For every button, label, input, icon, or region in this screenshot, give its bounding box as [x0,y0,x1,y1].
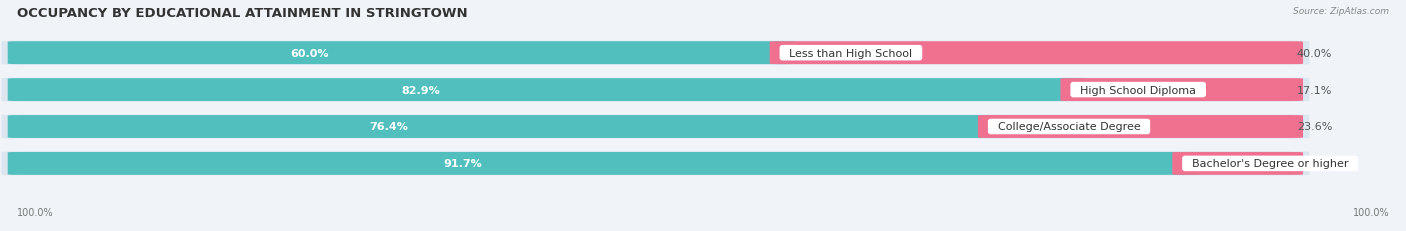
Text: 100.0%: 100.0% [1353,207,1389,217]
FancyBboxPatch shape [1060,79,1303,102]
FancyBboxPatch shape [1,115,1309,139]
Text: 8.3%: 8.3% [1296,159,1324,169]
FancyBboxPatch shape [7,79,1085,102]
FancyBboxPatch shape [1,152,1309,176]
FancyBboxPatch shape [7,152,1198,175]
Text: 60.0%: 60.0% [291,49,329,58]
Text: OCCUPANCY BY EDUCATIONAL ATTAINMENT IN STRINGTOWN: OCCUPANCY BY EDUCATIONAL ATTAINMENT IN S… [17,7,468,20]
Text: 76.4%: 76.4% [370,122,409,132]
Text: Bachelor's Degree or higher: Bachelor's Degree or higher [1185,159,1355,169]
FancyBboxPatch shape [7,42,794,65]
Text: High School Diploma: High School Diploma [1073,85,1204,95]
Text: College/Associate Degree: College/Associate Degree [991,122,1147,132]
Text: 23.6%: 23.6% [1296,122,1331,132]
Text: 17.1%: 17.1% [1296,85,1331,95]
FancyBboxPatch shape [1,42,1309,65]
Text: 100.0%: 100.0% [17,207,53,217]
FancyBboxPatch shape [1,78,1309,102]
Text: 40.0%: 40.0% [1296,49,1331,58]
FancyBboxPatch shape [979,116,1303,138]
FancyBboxPatch shape [769,42,1303,65]
Text: 82.9%: 82.9% [401,85,440,95]
FancyBboxPatch shape [7,116,1004,138]
FancyBboxPatch shape [1173,152,1303,175]
Text: Source: ZipAtlas.com: Source: ZipAtlas.com [1294,7,1389,16]
Text: 91.7%: 91.7% [443,159,482,169]
Text: Less than High School: Less than High School [782,49,920,58]
